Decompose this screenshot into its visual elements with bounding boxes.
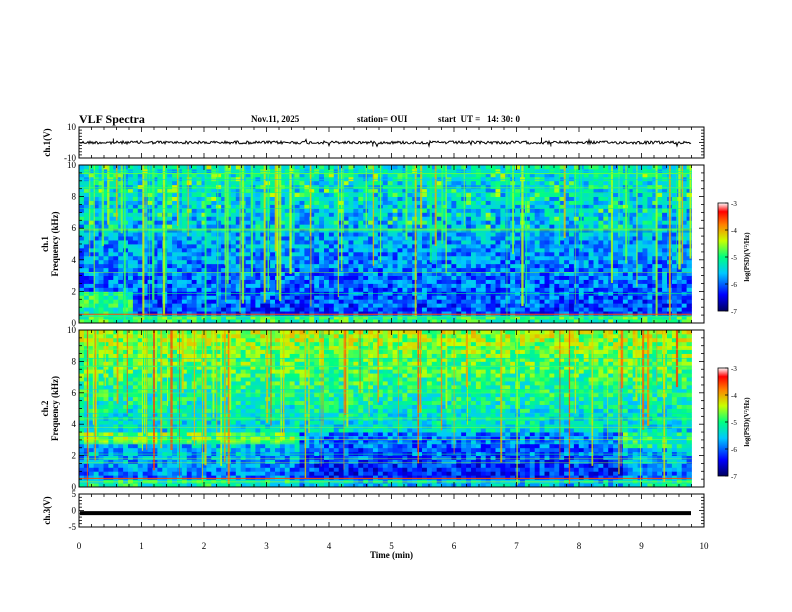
y-tick-label: 0	[72, 506, 77, 516]
colorbar-tick-label: -5	[731, 254, 737, 262]
colorbar-tick-label: -4	[731, 227, 737, 235]
x-tick-label: 5	[389, 541, 394, 551]
colorbar-tick-label: -7	[731, 473, 737, 481]
y-tick-label: 5	[72, 489, 77, 499]
y-tick-label: 10	[67, 160, 77, 170]
y-tick-label: 6	[72, 388, 77, 398]
x-tick-label: 3	[264, 541, 269, 551]
station-label: station= OUI	[357, 114, 408, 124]
waveform-frame-3	[78, 493, 705, 528]
date-label: Nov.11, 2025	[251, 114, 300, 124]
colorbar-tick-label: -3	[731, 200, 737, 208]
y-axis-label: ch.3(V)	[42, 496, 52, 524]
spectrogram-frame-1	[78, 164, 705, 324]
y-tick-label: 0	[72, 318, 77, 328]
colorbar-2: -3 -4 -5 -6 -7 log(PSD)(V²/Hz)	[717, 365, 751, 481]
y-tick-label: 6	[72, 223, 77, 233]
waveform-panel-3: 5 0 -5 ch.3(V)	[42, 489, 705, 532]
x-tick-label: 7	[514, 541, 519, 551]
spectrogram-image-2	[79, 330, 692, 488]
y-axis-label: ch.2	[40, 400, 50, 416]
x-tick-label: 0	[77, 541, 82, 551]
y-tick-label: 4	[72, 419, 77, 429]
x-tick-label: 6	[452, 541, 457, 551]
waveform-panel-0: 10 -10 ch.1(V)	[42, 122, 705, 163]
colorbar-1: -3 -4 -5 -6 -7 log(PSD)(V²/Hz)	[717, 200, 751, 316]
y-tick-label: -10	[64, 153, 76, 163]
chart-title: VLF Spectra	[79, 112, 145, 126]
colorbar-tick-label: -7	[731, 308, 737, 316]
waveform-frame-0	[78, 126, 705, 159]
colorbar-tick-label: -6	[731, 446, 737, 454]
y-tick-label: 0	[72, 482, 77, 492]
y-tick-label: 2	[72, 451, 77, 461]
spectrogram-frame-2	[78, 329, 705, 488]
colorbar-tick-label: -5	[731, 419, 737, 427]
y-axis-label: ch.1(V)	[42, 128, 52, 156]
x-tick-label: 9	[639, 541, 644, 551]
spectrogram-panel-2: 0 2 4 6 8 10 ch.2 Frequency (kHz) -3 -4 -5 -6 -7 log(…	[40, 325, 751, 492]
colorbar-tick-label: -3	[731, 365, 737, 373]
y-tick-label: 4	[72, 255, 77, 265]
x-axis-label: Time (min)	[370, 550, 413, 560]
y-axis-label: ch.1	[40, 236, 50, 252]
x-tick-label: 1	[139, 541, 144, 551]
colorbar-label: log(PSD)(V²/Hz)	[743, 232, 751, 282]
y-tick-label: 10	[67, 325, 77, 335]
x-tick-label: 8	[577, 541, 582, 551]
y-tick-label: 8	[72, 192, 77, 202]
y-tick-label: 10	[67, 122, 77, 132]
x-axis: 0 1 2 3 4 5 6 7 8 9 10 Time (min)	[77, 541, 709, 560]
x-tick-label: 4	[327, 541, 332, 551]
waveform-trace-0	[79, 138, 692, 148]
y-axis-label-units: Frequency (kHz)	[50, 376, 60, 441]
x-tick-label: 10	[700, 541, 710, 551]
colorbar-tick-label: -6	[731, 281, 737, 289]
y-tick-label: -5	[69, 522, 77, 532]
y-axis-label-units: Frequency (kHz)	[50, 211, 60, 276]
x-tick-label: 2	[202, 541, 207, 551]
spectrogram-panel-1: 0 2 4 6 8 10 ch.1 Frequency (kHz) -3 -4 -5 -6 -7 log(…	[40, 160, 751, 328]
start-time-label: start UT = 14: 30: 0	[438, 114, 520, 124]
y-tick-label: 2	[72, 286, 77, 296]
colorbar-tick-label: -4	[731, 392, 737, 400]
y-tick-label: 8	[72, 356, 77, 366]
spectrogram-image-1	[79, 165, 692, 324]
colorbar-label: log(PSD)(V²/Hz)	[743, 397, 751, 447]
